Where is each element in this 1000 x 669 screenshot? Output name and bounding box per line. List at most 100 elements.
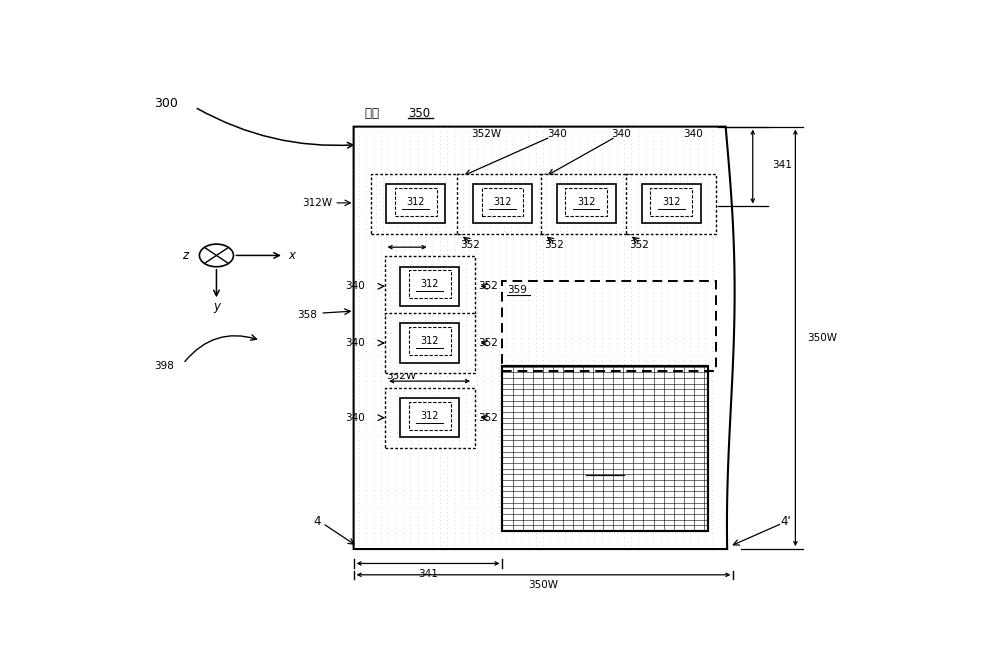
Point [395, 122, 411, 132]
Point [417, 409, 433, 419]
Point [704, 485, 720, 496]
Point [564, 143, 580, 154]
Point [520, 452, 536, 462]
Point [697, 477, 713, 488]
Point [594, 173, 610, 183]
Point [424, 295, 440, 306]
Point [653, 506, 669, 517]
Point [601, 227, 617, 238]
Point [417, 385, 433, 396]
Point [373, 519, 389, 530]
Point [572, 219, 588, 229]
Point [520, 489, 536, 500]
Point [366, 527, 382, 538]
Point [403, 389, 419, 400]
Point [586, 489, 602, 500]
Point [437, 394, 453, 405]
Point [491, 278, 507, 289]
Point [667, 151, 683, 162]
Point [476, 316, 492, 327]
Point [475, 221, 491, 232]
Point [564, 223, 580, 234]
Point [491, 333, 507, 344]
Point [358, 350, 374, 361]
Point [366, 185, 382, 196]
Point [455, 205, 471, 215]
Point [623, 147, 639, 158]
Point [358, 468, 374, 479]
Point [498, 164, 514, 175]
Point [623, 184, 639, 195]
Point [368, 213, 384, 223]
Point [510, 201, 526, 211]
Point [358, 227, 374, 238]
Point [410, 485, 426, 496]
Point [682, 262, 698, 272]
Point [505, 413, 521, 424]
Point [454, 359, 470, 369]
Point [351, 341, 367, 352]
Point [432, 532, 448, 543]
Point [552, 201, 568, 211]
Point [461, 278, 477, 289]
Point [417, 185, 433, 196]
Point [503, 197, 519, 207]
Point [520, 185, 536, 196]
Point [564, 244, 580, 255]
Point [651, 197, 667, 207]
Point [382, 356, 398, 367]
Point [564, 147, 580, 158]
Point [535, 227, 551, 238]
Point [491, 540, 507, 551]
Point [351, 177, 367, 187]
Point [351, 494, 367, 504]
Point [638, 494, 654, 504]
Point [395, 371, 411, 382]
Point [410, 231, 426, 242]
Point [444, 365, 460, 375]
Point [704, 397, 720, 407]
Point [396, 365, 412, 375]
Point [454, 291, 470, 302]
Point [616, 434, 632, 445]
Point [388, 312, 404, 322]
Point [609, 312, 625, 322]
Point [542, 143, 558, 154]
Point [579, 206, 595, 217]
Point [700, 180, 716, 191]
Point [358, 320, 374, 331]
Point [358, 456, 374, 466]
Point [594, 337, 610, 348]
Point [498, 363, 514, 373]
Point [483, 434, 499, 445]
Point [455, 213, 471, 223]
Point [461, 202, 477, 213]
Point [424, 122, 440, 132]
Point [594, 379, 610, 390]
Point [653, 299, 669, 310]
Point [358, 308, 374, 318]
Point [550, 367, 566, 377]
Point [550, 527, 566, 538]
Point [491, 397, 507, 407]
Point [498, 227, 514, 238]
Point [609, 215, 625, 225]
Point [550, 324, 566, 335]
Point [675, 472, 691, 483]
Point [389, 279, 405, 290]
Point [410, 278, 426, 289]
Point [447, 472, 463, 483]
Point [623, 324, 639, 335]
Point [468, 172, 484, 183]
Point [586, 227, 602, 238]
Point [586, 426, 602, 437]
Point [410, 254, 426, 265]
Point [675, 198, 691, 209]
Point [461, 282, 477, 293]
Point [491, 134, 507, 145]
Point [690, 477, 706, 488]
Point [704, 147, 720, 158]
Point [447, 421, 463, 432]
Point [697, 452, 713, 462]
Point [579, 417, 595, 428]
